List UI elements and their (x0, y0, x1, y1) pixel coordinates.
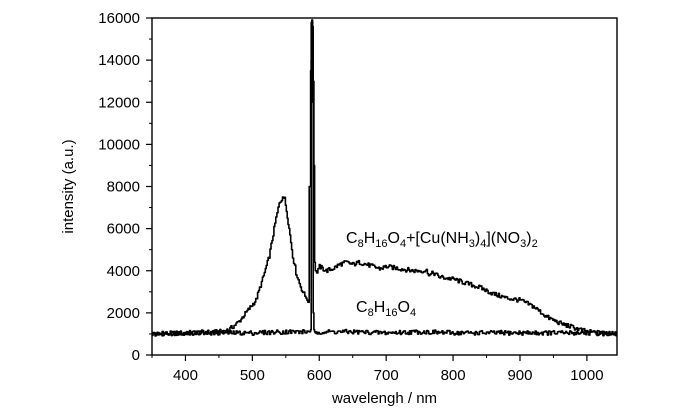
y-tick-label: 16000 (98, 10, 140, 27)
x-tick-label: 900 (507, 367, 532, 384)
plot-lines (152, 19, 618, 337)
y-tick-label: 8000 (107, 179, 140, 196)
series-line-1 (152, 19, 618, 337)
x-tick-label: 1000 (570, 367, 603, 384)
label-part: 2 (532, 238, 538, 250)
label-part: 3 (469, 238, 475, 250)
y-tick-label: 14000 (98, 52, 140, 69)
label-part: H (374, 299, 386, 316)
y-tick-label: 10000 (98, 136, 140, 153)
x-tick-label: 700 (374, 367, 399, 384)
label-part: 3 (520, 238, 526, 250)
x-tick-label: 800 (441, 367, 466, 384)
label-part: ](NO (486, 230, 520, 247)
label-part: 4 (410, 307, 416, 319)
label-part: C (346, 230, 358, 247)
label-part: +[Cu(NH (406, 230, 469, 247)
series-line-0 (152, 19, 618, 337)
label-part: ) (475, 230, 480, 247)
x-axis-title: wavelengh / nm (331, 390, 437, 407)
label-part: C (356, 299, 368, 316)
label-part: H (364, 230, 376, 247)
label-part: 8 (358, 238, 364, 250)
x-axis: 400 500 600 700 800 900 1000 (151, 355, 604, 384)
label-part: 4 (480, 238, 486, 250)
label-part: 8 (368, 307, 374, 319)
y-axis-title: intensity (a.u.) (60, 139, 77, 233)
series-label-ligand: C8H16O4 (356, 299, 416, 319)
y-tick-label: 2000 (107, 305, 140, 322)
y-tick-label: 0 (132, 347, 140, 364)
y-axis: 0 2000 4000 6000 8000 10000 12000 14000 16000 (98, 10, 152, 364)
label-part: O (398, 299, 410, 316)
y-tick-label: 6000 (107, 221, 140, 238)
label-part: ) (526, 230, 531, 247)
x-tick-label: 500 (240, 367, 265, 384)
label-part: 16 (385, 307, 397, 319)
label-part: O (388, 230, 400, 247)
x-tick-label: 400 (173, 367, 198, 384)
label-part: 16 (375, 238, 387, 250)
x-tick-label: 600 (307, 367, 332, 384)
y-tick-label: 4000 (107, 263, 140, 280)
series-label-complex: C8H16O4+[Cu(NH3)4](NO3)2 (346, 230, 538, 250)
label-part: 4 (400, 238, 406, 250)
y-tick-label: 12000 (98, 94, 140, 111)
